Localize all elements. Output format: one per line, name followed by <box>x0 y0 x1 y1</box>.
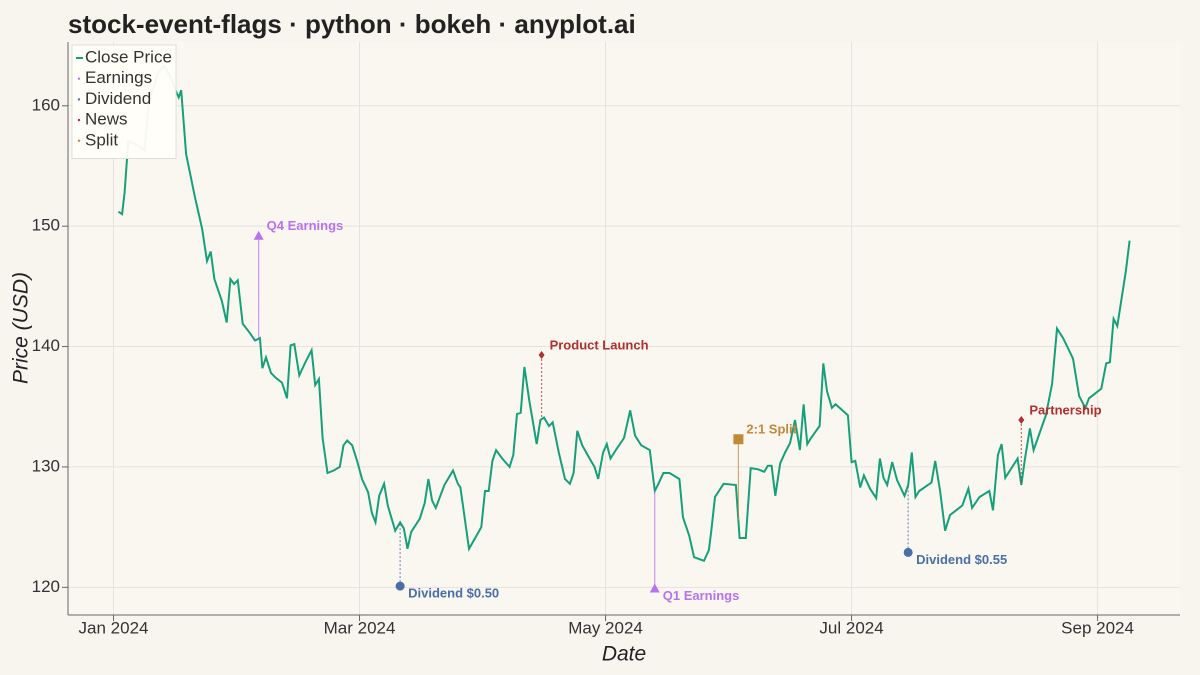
x-axis-label: Date <box>602 643 646 666</box>
y-tick-label: 120 <box>32 577 60 596</box>
plot-area <box>68 42 1180 615</box>
grid: 120 130 140 150 160 Jan 2024 Mar 2024 May 2024 J… <box>32 42 1180 637</box>
y-tick-label: 160 <box>32 95 60 114</box>
x-tick-label: Sep 2024 <box>1061 618 1134 637</box>
x-tick-label: May 2024 <box>568 618 643 637</box>
event-label: Dividend $0.50 <box>408 586 499 601</box>
legend-swatch <box>77 77 81 80</box>
legend-swatch <box>77 98 81 101</box>
y-axis-label: Price (USD) <box>10 272 33 384</box>
legend-label: News <box>85 110 128 129</box>
event-marker <box>538 350 545 359</box>
x-tick-label: Jul 2024 <box>819 618 883 637</box>
price-line <box>117 64 1131 563</box>
event-label: 2:1 Split <box>746 422 797 437</box>
legend-label: Earnings <box>85 68 152 87</box>
y-tick-label: 140 <box>32 336 60 355</box>
legend-box <box>71 44 177 159</box>
event-marker <box>903 547 913 557</box>
legend-label: Close Price <box>85 47 172 66</box>
legend-swatch <box>77 139 81 142</box>
event-label: Q4 Earnings <box>267 218 344 233</box>
event-marker <box>253 230 264 240</box>
y-tick-label: 130 <box>32 456 60 475</box>
event-marker <box>395 581 405 591</box>
event-marker <box>649 583 660 593</box>
legend-label: Dividend <box>85 89 151 108</box>
event-label: Partnership <box>1029 402 1101 417</box>
event-label: Q1 Earnings <box>663 588 740 603</box>
event-marker <box>1018 415 1025 424</box>
x-tick-label: Mar 2024 <box>324 618 396 637</box>
chart-title: stock-event-flags · python · bokeh · any… <box>68 9 636 39</box>
marks: Q4 Earnings Q1 Earnings Dividend $0.50 Divi… <box>117 64 1131 603</box>
y-tick-label: 150 <box>32 216 60 235</box>
x-tick-label: Jan 2024 <box>79 618 149 637</box>
legend-label: Split <box>85 130 118 149</box>
event-label: Product Launch <box>550 337 649 352</box>
event-label: Dividend $0.55 <box>916 552 1007 567</box>
legend-swatch <box>77 118 81 122</box>
event-marker <box>733 434 744 445</box>
